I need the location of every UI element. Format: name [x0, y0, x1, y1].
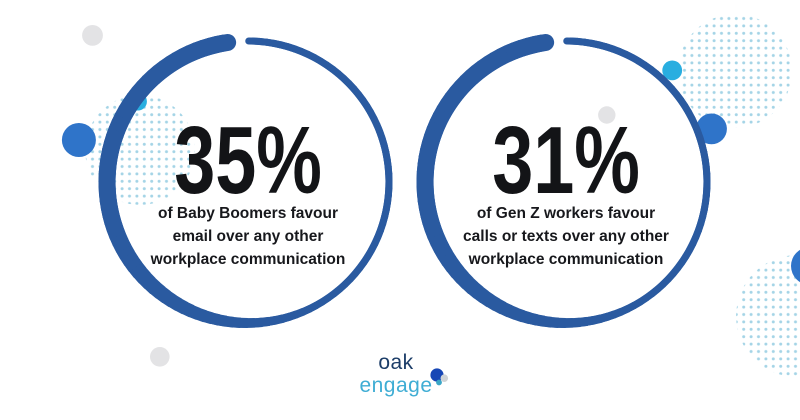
svg-text:engage: engage [359, 374, 432, 397]
svg-text:oak: oak [378, 351, 413, 374]
